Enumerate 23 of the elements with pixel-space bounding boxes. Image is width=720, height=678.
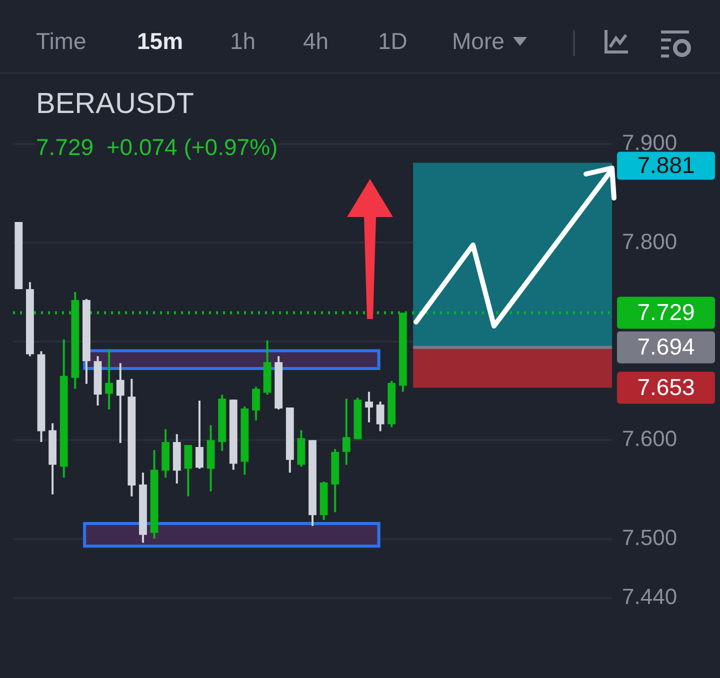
y-tick-label: 7.500 (622, 524, 678, 550)
text: More (452, 28, 504, 55)
ref-line-label: 7.729 (637, 299, 695, 326)
candlestick (116, 362, 124, 444)
y-tick-label: 7.600 (622, 426, 678, 452)
candlestick (365, 390, 373, 424)
text: 1D (378, 28, 408, 55)
candlestick (342, 398, 350, 466)
ref-line-label: 7.694 (637, 334, 695, 360)
text: 1h (230, 28, 256, 55)
text: 15m (137, 28, 184, 55)
y-tick-label: 7.800 (622, 228, 678, 254)
candlestick (105, 348, 114, 410)
y-tick-label: 7.440 (622, 584, 678, 610)
candlestick (196, 400, 204, 470)
candlestick (376, 400, 384, 432)
candlestick (184, 444, 192, 498)
text: 4h (303, 28, 329, 55)
chart-title: BERAUSDT (36, 88, 194, 121)
candlestick (252, 386, 260, 422)
chart-subtitle: 7.729 +0.074 (+0.97%) (36, 134, 278, 161)
text: Time (36, 28, 86, 55)
band-label: 7.653 (637, 374, 695, 400)
